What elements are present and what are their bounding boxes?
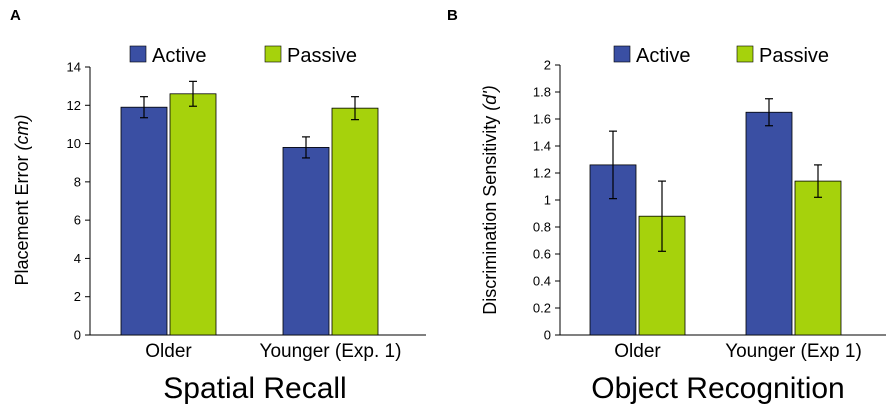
y-tick-label: 0.2 (533, 301, 551, 316)
y-tick-label: 1.8 (533, 85, 551, 100)
bar-passive-1 (169, 93, 217, 336)
panel-b: B Active Passive Discrimination Sensitiv… (447, 7, 886, 405)
y-tick-label: 0.6 (533, 247, 551, 262)
panel-b-legend: Active Passive (613, 45, 829, 67)
y-tick-label: 6 (74, 213, 81, 228)
y-tick-label: 1.4 (533, 139, 551, 154)
panel-a-caption: Spatial Recall (163, 372, 346, 405)
panel-a-axes: 0 2 4 6 8 10 12 14 Older Younger (Exp. 1) (67, 60, 426, 362)
y-tick-label: 1.2 (533, 166, 551, 181)
y-tick-label: 4 (74, 251, 81, 266)
x-category-label: Older (614, 341, 661, 362)
y-tick-label: 2 (544, 58, 551, 73)
y-tick-label: 10 (67, 136, 81, 151)
legend-active-label: Active (636, 45, 690, 67)
y-tick-label: 14 (67, 60, 81, 75)
x-category-label: Younger (Exp 1) (725, 341, 862, 362)
panel-b-y-axis-label: Discrimination Sensitivity (d') (480, 85, 500, 315)
x-category-label: Older (145, 341, 192, 362)
bar-passive-2 (331, 107, 379, 336)
panel-a: A Active Passive Placement Error (cm) 0 2… (10, 7, 426, 405)
panel-a-label: A (10, 7, 21, 24)
legend-active-swatch (129, 45, 147, 63)
bar-active-2 (282, 146, 330, 336)
panel-b-bars (589, 98, 842, 336)
bar-active-2 (745, 111, 793, 336)
y-tick-label: 0 (544, 328, 551, 343)
legend-passive-swatch (264, 45, 282, 63)
bar-active-1 (120, 106, 168, 336)
panel-b-label: B (447, 7, 458, 24)
y-tick-label: 1 (544, 193, 551, 208)
legend-active-label: Active (152, 45, 206, 67)
panel-a-legend: Active Passive (129, 45, 357, 67)
legend-active-swatch (613, 45, 631, 63)
y-tick-label: 1.6 (533, 112, 551, 127)
y-tick-label: 0.8 (533, 220, 551, 235)
panel-a-bars (120, 80, 379, 336)
panel-b-caption: Object Recognition (591, 372, 844, 405)
y-tick-label: 2 (74, 289, 81, 304)
y-tick-label: 12 (67, 98, 81, 113)
x-category-label: Younger (Exp. 1) (260, 341, 402, 362)
panel-b-axes: 0 0.2 0.4 0.6 0.8 1 1.2 1.4 1.6 1.8 2 Older Younger … (533, 58, 886, 362)
bar-passive-2 (794, 180, 842, 336)
y-tick-label: 0 (74, 328, 81, 343)
y-tick-label: 8 (74, 174, 81, 189)
legend-passive-swatch (736, 45, 754, 63)
panel-a-y-axis-label: Placement Error (cm) (12, 114, 32, 285)
legend-passive-label: Passive (287, 45, 357, 67)
legend-passive-label: Passive (759, 45, 829, 67)
y-tick-label: 0.4 (533, 274, 551, 289)
